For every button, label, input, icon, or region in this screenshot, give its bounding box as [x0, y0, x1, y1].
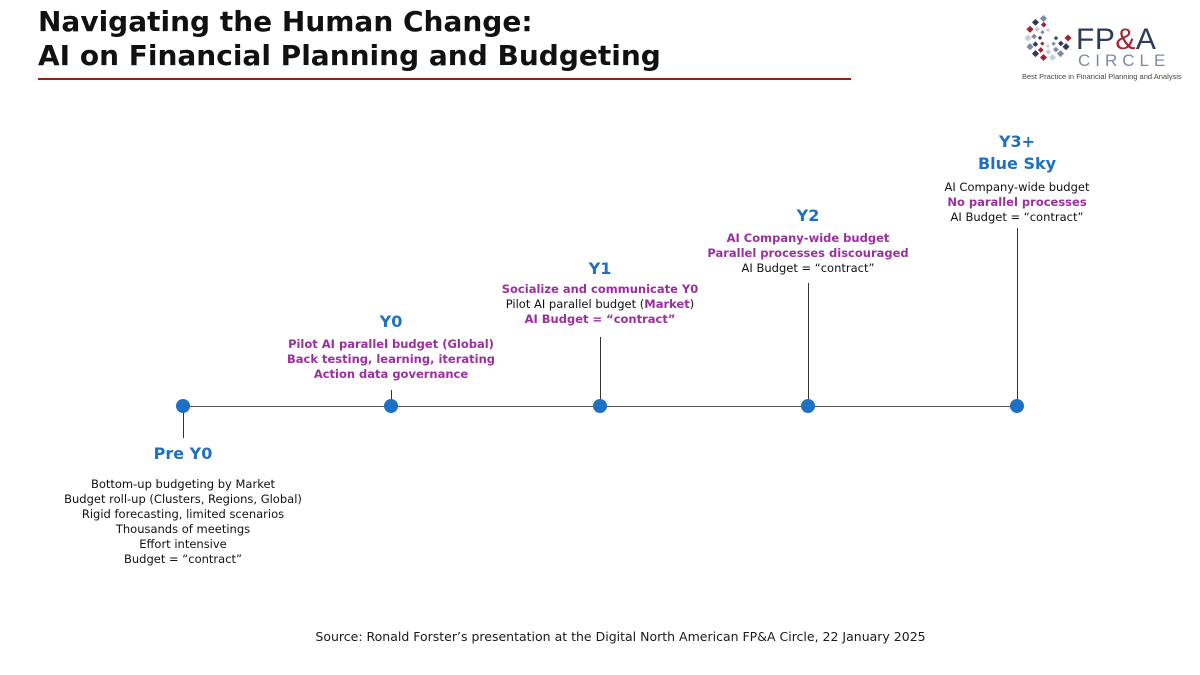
y2-line: AI Company-wide budget [726, 231, 890, 245]
y3-line: AI Company-wide budget [944, 180, 1090, 194]
stage-label-pre-y0: Pre Y0 [153, 444, 213, 463]
slide-title-line-2: AI on Financial Planning and Budgeting [38, 39, 661, 72]
stage-label-y1: Y1 [588, 259, 612, 278]
stage-label-blue-sky: Blue Sky [977, 154, 1057, 173]
logo-mark-square [1040, 41, 1045, 46]
logo-wordmark-a: A [1135, 23, 1157, 56]
y0-line: Action data governance [313, 367, 469, 381]
tick-y2 [808, 283, 809, 406]
slide-title-line-1: Navigating the Human Change: [38, 5, 533, 38]
logo-mark-square [1032, 41, 1039, 48]
title-underline [38, 78, 851, 80]
y1-line: AI Budget = “contract” [524, 312, 676, 326]
logo-wordmark: FP&A [1076, 24, 1156, 56]
logo-wordmark-fp: FP [1076, 23, 1116, 56]
milestone-dot-pre-y0 [176, 399, 190, 413]
logo-mark-square [1040, 30, 1045, 35]
logo-mark-square [1048, 53, 1057, 62]
logo-mark-square [1031, 33, 1037, 40]
stage-label-y0: Y0 [379, 312, 403, 331]
milestone-dot-y3 [1010, 399, 1024, 413]
pre-y0-line: Effort intensive [139, 537, 227, 551]
logo-mark-square [1045, 27, 1051, 33]
logo-mark-square [1045, 43, 1051, 49]
pre-y0-line: Budget roll-up (Clusters, Regions, Globa… [64, 492, 302, 506]
y1-line-2-post: ) [689, 297, 695, 311]
pre-y0-line: Budget = “contract” [124, 552, 242, 566]
logo-mark-square [1034, 26, 1041, 32]
logo-mark-square [1024, 34, 1032, 42]
pre-y0-line: Thousands of meetings [115, 522, 251, 536]
logo-mark-square [1062, 43, 1070, 51]
source-citation: Source: Ronald Forster’s presentation at… [315, 629, 926, 644]
logo-mark-square [1053, 46, 1059, 53]
tick-pre-y0 [183, 406, 184, 438]
milestone-pre-y0: Pre Y0 Bottom-up budgeting by Market Bud… [23, 443, 343, 567]
milestone-y3-plus: Y3+ Blue Sky AI Company-wide budget No p… [857, 131, 1177, 225]
logo-mark-square [1026, 43, 1034, 51]
logo-mark-square [1037, 47, 1044, 53]
milestone-dot-y1 [593, 399, 607, 413]
logo-mark-square [1040, 21, 1047, 28]
logo-mark-square [1031, 18, 1040, 26]
y0-line: Back testing, learning, iterating [287, 352, 495, 366]
logo-mark-square [1064, 34, 1072, 42]
logo-wordmark-amp: & [1115, 23, 1136, 56]
logo-mark-square [1051, 41, 1056, 46]
pre-y0-line: Rigid forecasting, limited scenarios [81, 507, 285, 521]
logo-mark-square [1031, 50, 1040, 58]
logo-mark-square [1037, 35, 1043, 41]
y2-line: Parallel processes discouraged [707, 246, 909, 260]
slide-title: Navigating the Human Change: AI on Finan… [38, 5, 661, 73]
logo-mark-square [1053, 35, 1059, 41]
y1-line-2-highlight: Market [644, 297, 690, 311]
y2-line: AI Budget = “contract” [741, 261, 875, 275]
tick-y3 [1017, 228, 1018, 406]
milestone-dot-y2 [801, 399, 815, 413]
logo-mark-square [1058, 40, 1064, 47]
y1-line-2-pre: Pilot AI parallel budget ( [505, 297, 645, 311]
logo-mark-square [1039, 53, 1048, 62]
logo-mark-square [1039, 14, 1048, 23]
y1-line: Socialize and communicate Y0 [501, 282, 699, 296]
y1-line: Pilot AI parallel budget (Market) [440, 297, 760, 312]
logo-subword: CIRCLE [1078, 51, 1171, 70]
logo-mark-square [1026, 25, 1034, 33]
milestone-y1: Y1 Socialize and communicate Y0 Pilot AI… [440, 258, 760, 327]
milestone-y0: Y0 Pilot AI parallel budget (Global) Bac… [231, 311, 551, 382]
stage-label-y3-plus: Y3+ [998, 132, 1036, 151]
y3-line: AI Budget = “contract” [950, 210, 1084, 224]
pre-y0-line: Bottom-up budgeting by Market [90, 477, 276, 491]
tick-y0 [391, 390, 392, 406]
logo-mark-square [1056, 50, 1065, 58]
y0-line: Pilot AI parallel budget (Global) [288, 337, 494, 351]
milestone-dot-y0 [384, 399, 398, 413]
y3-line: No parallel processes [947, 195, 1087, 209]
logo-tagline: Best Practice in Financial Planning and … [1022, 72, 1182, 81]
logo-circle-mark-icon [1024, 14, 1072, 62]
tick-y1 [600, 337, 601, 406]
fpa-circle-logo: FP&A CIRCLE Best Practice in Financial P… [1018, 10, 1190, 84]
logo-mark-square [1045, 49, 1052, 55]
stage-label-y2: Y2 [796, 206, 820, 225]
milestone-y2: Y2 AI Company-wide budget Parallel proce… [648, 205, 968, 276]
